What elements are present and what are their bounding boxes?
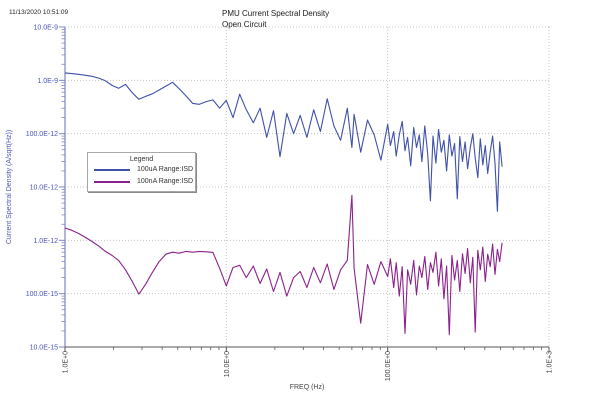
series-line-100nA bbox=[64, 194, 503, 336]
x-axis-title: FREQ (Hz) bbox=[289, 384, 325, 391]
legend-item-100nA: 100nA Range:ISD bbox=[88, 176, 195, 187]
x-tick-label: 100.0E+0 bbox=[385, 351, 392, 381]
series-line-100uA bbox=[64, 72, 503, 212]
y-tick-label: 1.0E-12 bbox=[33, 238, 58, 245]
x-tick-label: 1.0E+0 bbox=[63, 351, 70, 373]
x-tick-label: 10.0E+0 bbox=[224, 351, 231, 377]
y-tick-label: 1.0E-9 bbox=[37, 78, 58, 85]
chart-title-line1: PMU Current Spectral Density bbox=[222, 9, 330, 18]
legend-label-100uA: 100uA Range:ISD bbox=[137, 166, 194, 173]
chart-title-line2: Open Circuit bbox=[222, 20, 267, 29]
y-tick-label: 10.0E-12 bbox=[30, 185, 59, 192]
y-tick-label: 100.0E-12 bbox=[26, 131, 58, 138]
legend-label-100nA: 100nA Range:ISD bbox=[137, 178, 194, 185]
legend-title: Legend bbox=[129, 156, 154, 163]
y-tick-label: 10.0E-9 bbox=[33, 25, 58, 32]
y-tick-label: 100.0E-15 bbox=[26, 291, 58, 298]
legend-line-swatch-100uA bbox=[94, 168, 130, 171]
legend-item-100uA: 100uA Range:ISD bbox=[88, 164, 195, 175]
y-tick-label: 10.0E-15 bbox=[30, 345, 59, 352]
legend-box: Legend 100uA Range:ISD 100nA Range:ISD bbox=[87, 152, 196, 192]
y-axis-title: Current Spectral Density (A/sqrt(Hz)) bbox=[6, 130, 13, 244]
legend-line-swatch-100nA bbox=[94, 180, 130, 183]
timestamp: 11/13/2020 10:51:09 bbox=[9, 9, 69, 16]
x-tick-label: 1.0E+3 bbox=[547, 351, 554, 373]
chart-title: PMU Current Spectral Density Open Circui… bbox=[222, 8, 329, 30]
